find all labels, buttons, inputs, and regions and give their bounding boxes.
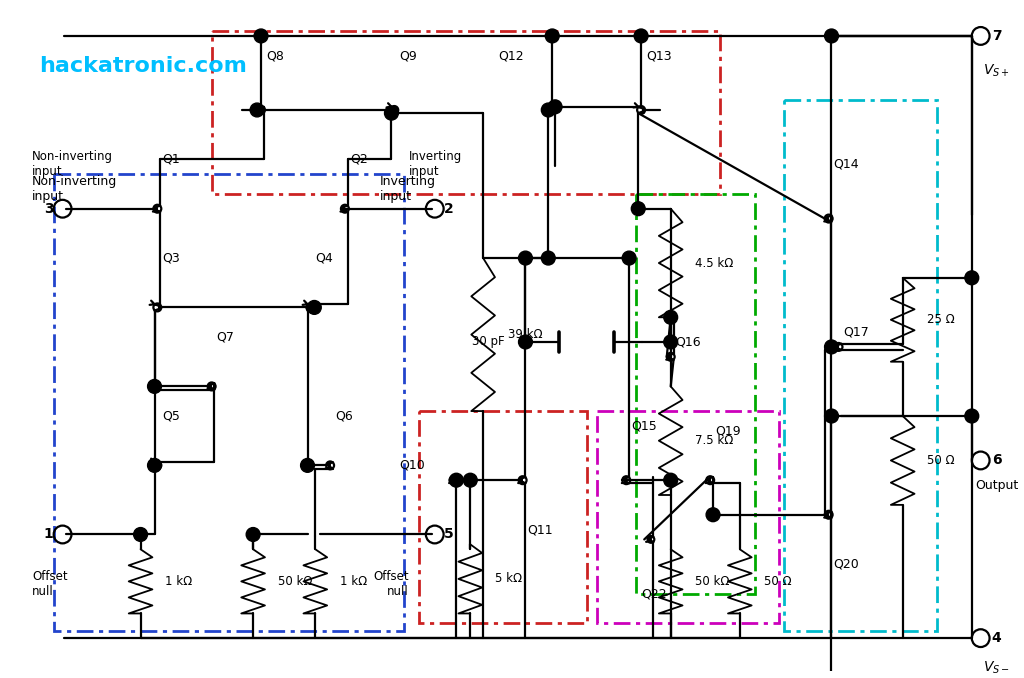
Text: Non-inverting
input: Non-inverting input	[32, 151, 113, 178]
Text: 5 kΩ: 5 kΩ	[495, 572, 522, 585]
Text: 7: 7	[991, 29, 1001, 43]
Text: 1 kΩ: 1 kΩ	[340, 575, 368, 588]
Circle shape	[965, 409, 979, 423]
Text: Q10: Q10	[399, 459, 425, 472]
Text: Inverting
input: Inverting input	[409, 151, 463, 178]
Text: Offset
null: Offset null	[374, 570, 409, 598]
Text: Offset
null: Offset null	[32, 570, 68, 598]
Text: Q9: Q9	[399, 49, 417, 62]
Text: Q20: Q20	[834, 557, 859, 571]
Text: 4: 4	[991, 631, 1001, 645]
Circle shape	[824, 29, 839, 43]
Text: Q8: Q8	[266, 49, 284, 62]
Circle shape	[548, 100, 562, 114]
Text: Inverting
input: Inverting input	[380, 175, 435, 203]
Text: hackatronic.com: hackatronic.com	[39, 56, 247, 75]
Text: Q1: Q1	[162, 153, 180, 166]
Circle shape	[824, 340, 839, 354]
Text: Q16: Q16	[676, 336, 701, 348]
Text: 1: 1	[44, 527, 53, 542]
Text: Q3: Q3	[162, 252, 180, 264]
Text: $V_{S+}$: $V_{S+}$	[983, 62, 1010, 79]
Text: 39 kΩ: 39 kΩ	[508, 328, 543, 341]
Text: 6: 6	[991, 454, 1001, 467]
Text: Q19: Q19	[715, 424, 740, 437]
Text: 3: 3	[44, 201, 53, 216]
Text: Q7: Q7	[217, 331, 234, 344]
Text: 30 pF: 30 pF	[472, 336, 505, 348]
Text: Q13: Q13	[646, 49, 672, 62]
Text: Output: Output	[975, 479, 1018, 492]
Circle shape	[623, 251, 636, 265]
Circle shape	[965, 271, 979, 285]
Circle shape	[385, 106, 398, 120]
Text: 4.5 kΩ: 4.5 kΩ	[695, 256, 734, 269]
Text: Q5: Q5	[162, 410, 180, 422]
Text: Q2: Q2	[350, 153, 368, 166]
Circle shape	[450, 473, 463, 487]
Circle shape	[542, 103, 555, 117]
Text: 50 Ω: 50 Ω	[765, 575, 793, 588]
Text: Q22: Q22	[641, 587, 667, 600]
Text: $V_{S-}$: $V_{S-}$	[983, 660, 1010, 676]
Text: Q14: Q14	[834, 158, 859, 171]
Circle shape	[518, 335, 532, 349]
Circle shape	[634, 29, 648, 43]
Text: Q15: Q15	[631, 420, 657, 433]
Text: 50 kΩ: 50 kΩ	[695, 575, 730, 588]
Text: 25 Ω: 25 Ω	[928, 313, 955, 326]
Text: Q4: Q4	[315, 252, 333, 264]
Text: Q11: Q11	[527, 523, 553, 536]
Circle shape	[307, 300, 322, 315]
Circle shape	[246, 527, 260, 542]
Text: 2: 2	[443, 201, 454, 216]
Text: 1 kΩ: 1 kΩ	[165, 575, 193, 588]
Circle shape	[147, 458, 162, 473]
Circle shape	[147, 380, 162, 393]
Circle shape	[664, 473, 678, 487]
Circle shape	[707, 508, 720, 521]
Circle shape	[824, 409, 839, 423]
Circle shape	[542, 251, 555, 265]
Text: Q12: Q12	[498, 49, 523, 62]
Circle shape	[134, 527, 147, 542]
Text: Q17: Q17	[844, 325, 869, 338]
Text: Non-inverting
input: Non-inverting input	[32, 175, 117, 203]
Circle shape	[664, 311, 678, 324]
Circle shape	[464, 473, 477, 487]
Text: 50 Ω: 50 Ω	[928, 454, 955, 467]
Text: 50 kΩ: 50 kΩ	[278, 575, 312, 588]
Circle shape	[254, 29, 268, 43]
Text: 7.5 kΩ: 7.5 kΩ	[695, 434, 734, 447]
Circle shape	[250, 103, 264, 117]
Circle shape	[546, 29, 559, 43]
Circle shape	[518, 251, 532, 265]
Text: Q6: Q6	[335, 410, 353, 422]
Circle shape	[664, 335, 678, 349]
Text: 5: 5	[443, 527, 454, 542]
Circle shape	[632, 202, 645, 216]
Circle shape	[301, 458, 314, 473]
